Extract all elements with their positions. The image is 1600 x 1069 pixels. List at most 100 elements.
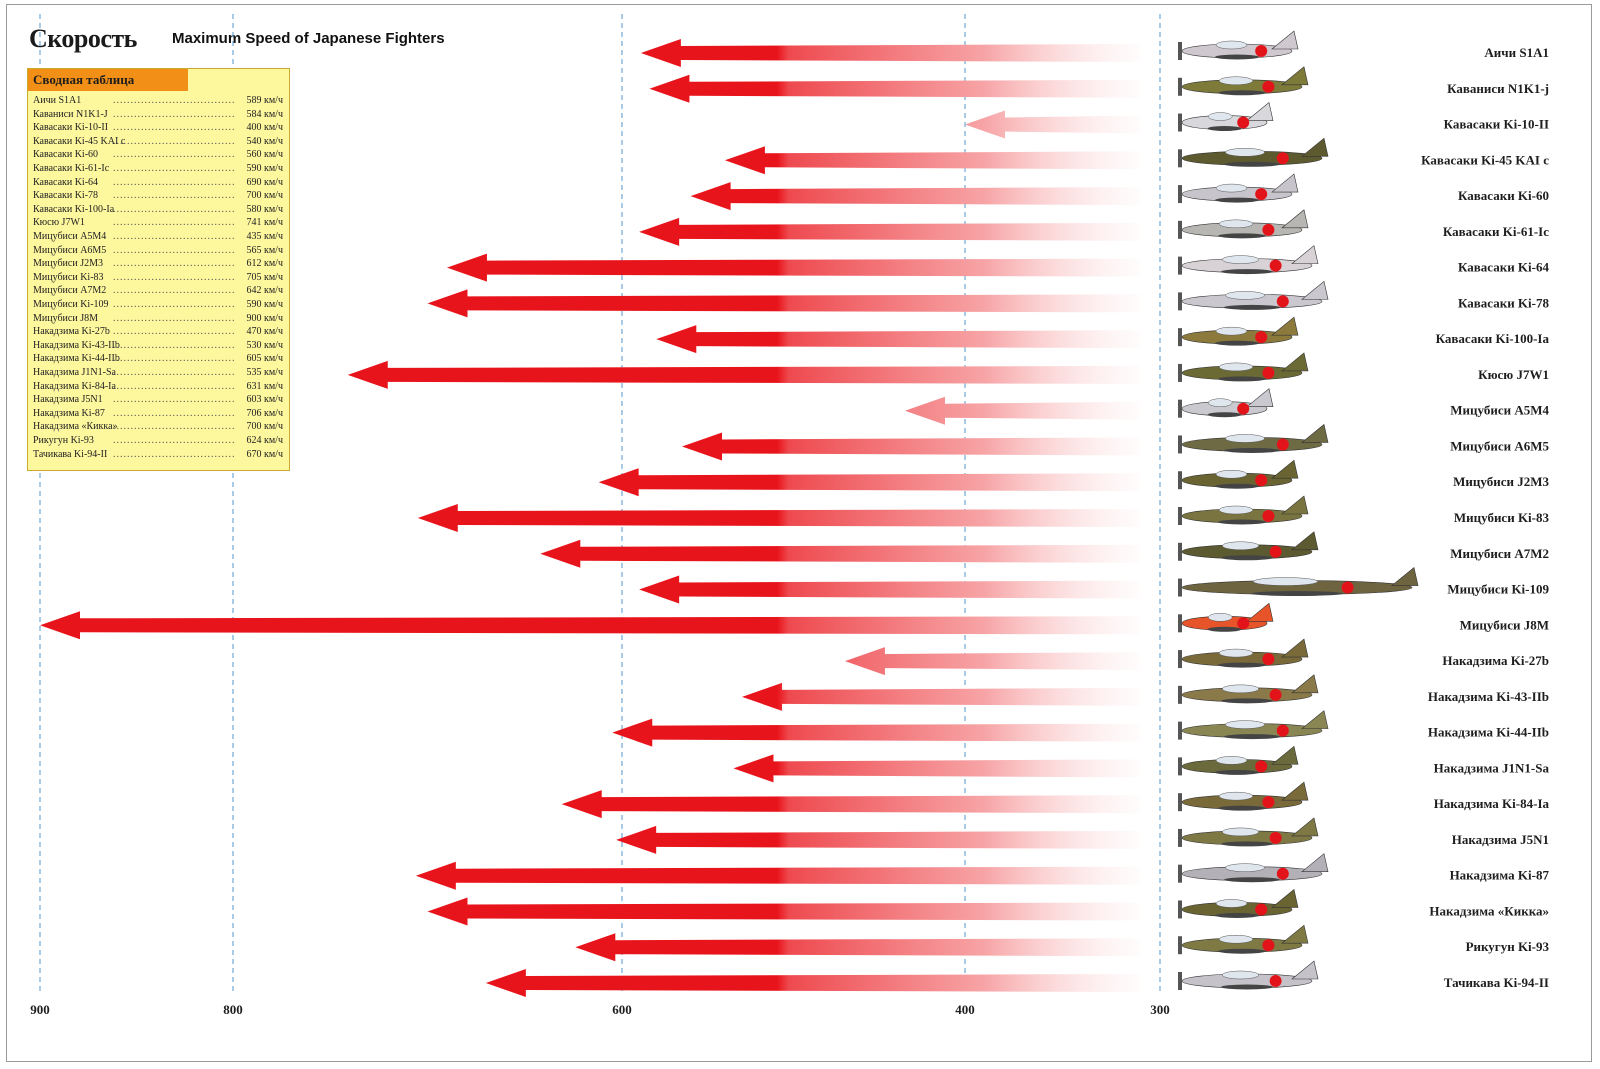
summary-row-name: Кавасаки Ki-78	[33, 190, 99, 202]
summary-row: Кавасаки Ki-10-II.......................…	[33, 121, 283, 135]
plane-name-label: Накадзима Ki-84-Ia	[1434, 796, 1550, 811]
summary-row-name: Кавасаки Ki-64	[33, 176, 99, 188]
summary-row: Мицубиси Ki-109.........................…	[33, 298, 283, 312]
plane-name-label: Накадзима Ki-27b	[1442, 653, 1549, 668]
plane-icon	[1178, 888, 1299, 919]
plane-name-label: Мицубиси A6M5	[1450, 438, 1549, 453]
plane-icon	[1178, 30, 1299, 60]
plane-icon	[1178, 280, 1329, 311]
summary-row-name: Кавасаки Ki-60	[33, 149, 99, 161]
page-subtitle: Maximum Speed of Japanese Fighters	[172, 30, 445, 47]
plane-name-label: Мицубиси J8M	[1460, 617, 1549, 632]
summary-row-leader: ........................................…	[113, 244, 235, 256]
speed-bar	[598, 468, 1140, 497]
plane-name-label: Кюсю J7W1	[1478, 367, 1549, 382]
summary-row-leader: ........................................…	[113, 108, 235, 120]
speed-bar	[612, 718, 1140, 747]
summary-row-value: 540 км/ч	[246, 135, 284, 147]
summary-row-value: 690 км/ч	[246, 176, 284, 188]
summary-row-value: 700 км/ч	[246, 421, 284, 433]
summary-row-value: 603 км/ч	[246, 394, 284, 406]
summary-row-name: Кавасаки Ki-100-Ia	[33, 203, 115, 215]
plane-icon	[1178, 602, 1274, 633]
summary-row-name: Кавасаки Ki-61-Ic	[33, 163, 110, 174]
plane-icon	[1178, 352, 1309, 382]
x-tick-label: 800	[223, 1002, 243, 1017]
plane-icon	[1178, 423, 1329, 454]
speed-bar	[639, 217, 1140, 246]
speed-bar	[561, 790, 1140, 819]
speed-bar	[844, 647, 1140, 676]
summary-row-value: 900 км/ч	[246, 312, 284, 324]
summary-row-leader: ........................................…	[113, 149, 235, 161]
x-tick-label: 400	[955, 1002, 975, 1017]
summary-row: Кавасаки Ki-45 KAI c....................…	[33, 135, 283, 149]
summary-row-name: Накадзима Ki-44-IIb	[33, 353, 120, 365]
summary-row-leader: ........................................…	[113, 190, 235, 202]
plane-icon	[1178, 638, 1309, 669]
page-title: Скорость	[29, 24, 137, 53]
summary-row: Мицубиси A7M2...........................…	[33, 284, 283, 298]
plane-name-label: Кавасаки Ki-61-Ic	[1443, 224, 1549, 239]
plane-name-label: Каваниси N1K1-j	[1447, 81, 1549, 96]
speed-bar	[427, 289, 1140, 318]
summary-row-value: 624 км/ч	[246, 435, 284, 446]
speed-bar	[656, 325, 1140, 354]
speed-bar	[417, 504, 1140, 532]
speed-bar	[485, 969, 1141, 997]
speed-bar	[904, 396, 1140, 425]
speed-bar	[616, 825, 1140, 854]
plane-name-label: Тачикава Ki-94-II	[1444, 975, 1549, 990]
summary-row-leader: ........................................…	[113, 407, 235, 419]
plane-name-label: Кавасаки Ki-64	[1458, 260, 1549, 275]
speed-bar	[40, 611, 1140, 640]
summary-row-name: Накадзима Ki-43-IIb	[33, 339, 120, 351]
summary-row-leader: ........................................…	[113, 380, 235, 392]
summary-table: Сводная таблица Аичи S1A1...............…	[27, 68, 290, 471]
summary-row: Мицубиси Ki-83..........................…	[33, 271, 283, 285]
plane-icon	[1178, 531, 1319, 561]
summary-row-value: 605 км/ч	[246, 353, 284, 365]
plane-icon	[1178, 674, 1319, 704]
summary-row-leader: ........................................…	[113, 367, 235, 378]
plane-name-label: Мицубиси Ki-109	[1447, 582, 1549, 597]
summary-row-leader: ........................................…	[113, 258, 235, 270]
plane-name-label: Накадзима Ki-87	[1450, 868, 1550, 883]
summary-row-value: 470 км/ч	[246, 326, 284, 338]
speed-bar	[640, 39, 1140, 67]
plane-name-label: Мицубиси A5M4	[1450, 403, 1549, 418]
plane-name-label: Кавасаки Ki-78	[1458, 295, 1549, 310]
summary-row-value: 580 км/ч	[246, 203, 284, 215]
speed-bar	[540, 539, 1140, 568]
summary-row: Аичи S1A1...............................…	[33, 94, 283, 108]
summary-row: Мицубиси A6M5...........................…	[33, 244, 283, 258]
plane-name-label: Накадзима J1N1-Sa	[1434, 760, 1550, 775]
summary-row-leader: ........................................…	[113, 176, 235, 188]
summary-row-name: Мицубиси Ki-83	[33, 271, 104, 283]
summary-row-name: Накадзима Ki-87	[33, 407, 105, 419]
summary-row-leader: ........................................…	[113, 326, 235, 338]
summary-row: Мицубиси J8M............................…	[33, 312, 283, 326]
x-tick-label: 300	[1150, 1002, 1170, 1017]
x-tick-label: 900	[30, 1002, 50, 1017]
summary-row-value: 741 км/ч	[246, 217, 284, 229]
summary-row: Накадзима Ki-84-Ia......................…	[33, 380, 283, 394]
summary-row: Накадзима «Кикка».......................…	[33, 420, 283, 434]
speed-bar	[724, 146, 1140, 175]
speed-bar	[690, 182, 1140, 211]
plane-name-label: Накадзима J5N1	[1452, 832, 1549, 847]
summary-row-value: 612 км/ч	[246, 258, 284, 270]
summary-row-leader: ........................................…	[113, 135, 235, 147]
speed-bar	[742, 682, 1140, 711]
summary-row-value: 590 км/ч	[246, 163, 284, 174]
plane-icon	[1178, 101, 1274, 132]
plane-icon	[1178, 710, 1329, 740]
plane-icon	[1178, 66, 1309, 96]
summary-row: Мицубиси A5M4...........................…	[33, 230, 283, 244]
plane-name-label: Рикугун Ki-93	[1466, 939, 1550, 954]
summary-row-value: 560 км/ч	[246, 149, 284, 161]
summary-row-name: Накадзима J5N1	[33, 394, 103, 406]
plane-name-label: Мицубиси Ki-83	[1454, 510, 1550, 525]
summary-row-leader: ........................................…	[113, 353, 235, 365]
summary-row-value: 435 км/ч	[246, 231, 284, 242]
